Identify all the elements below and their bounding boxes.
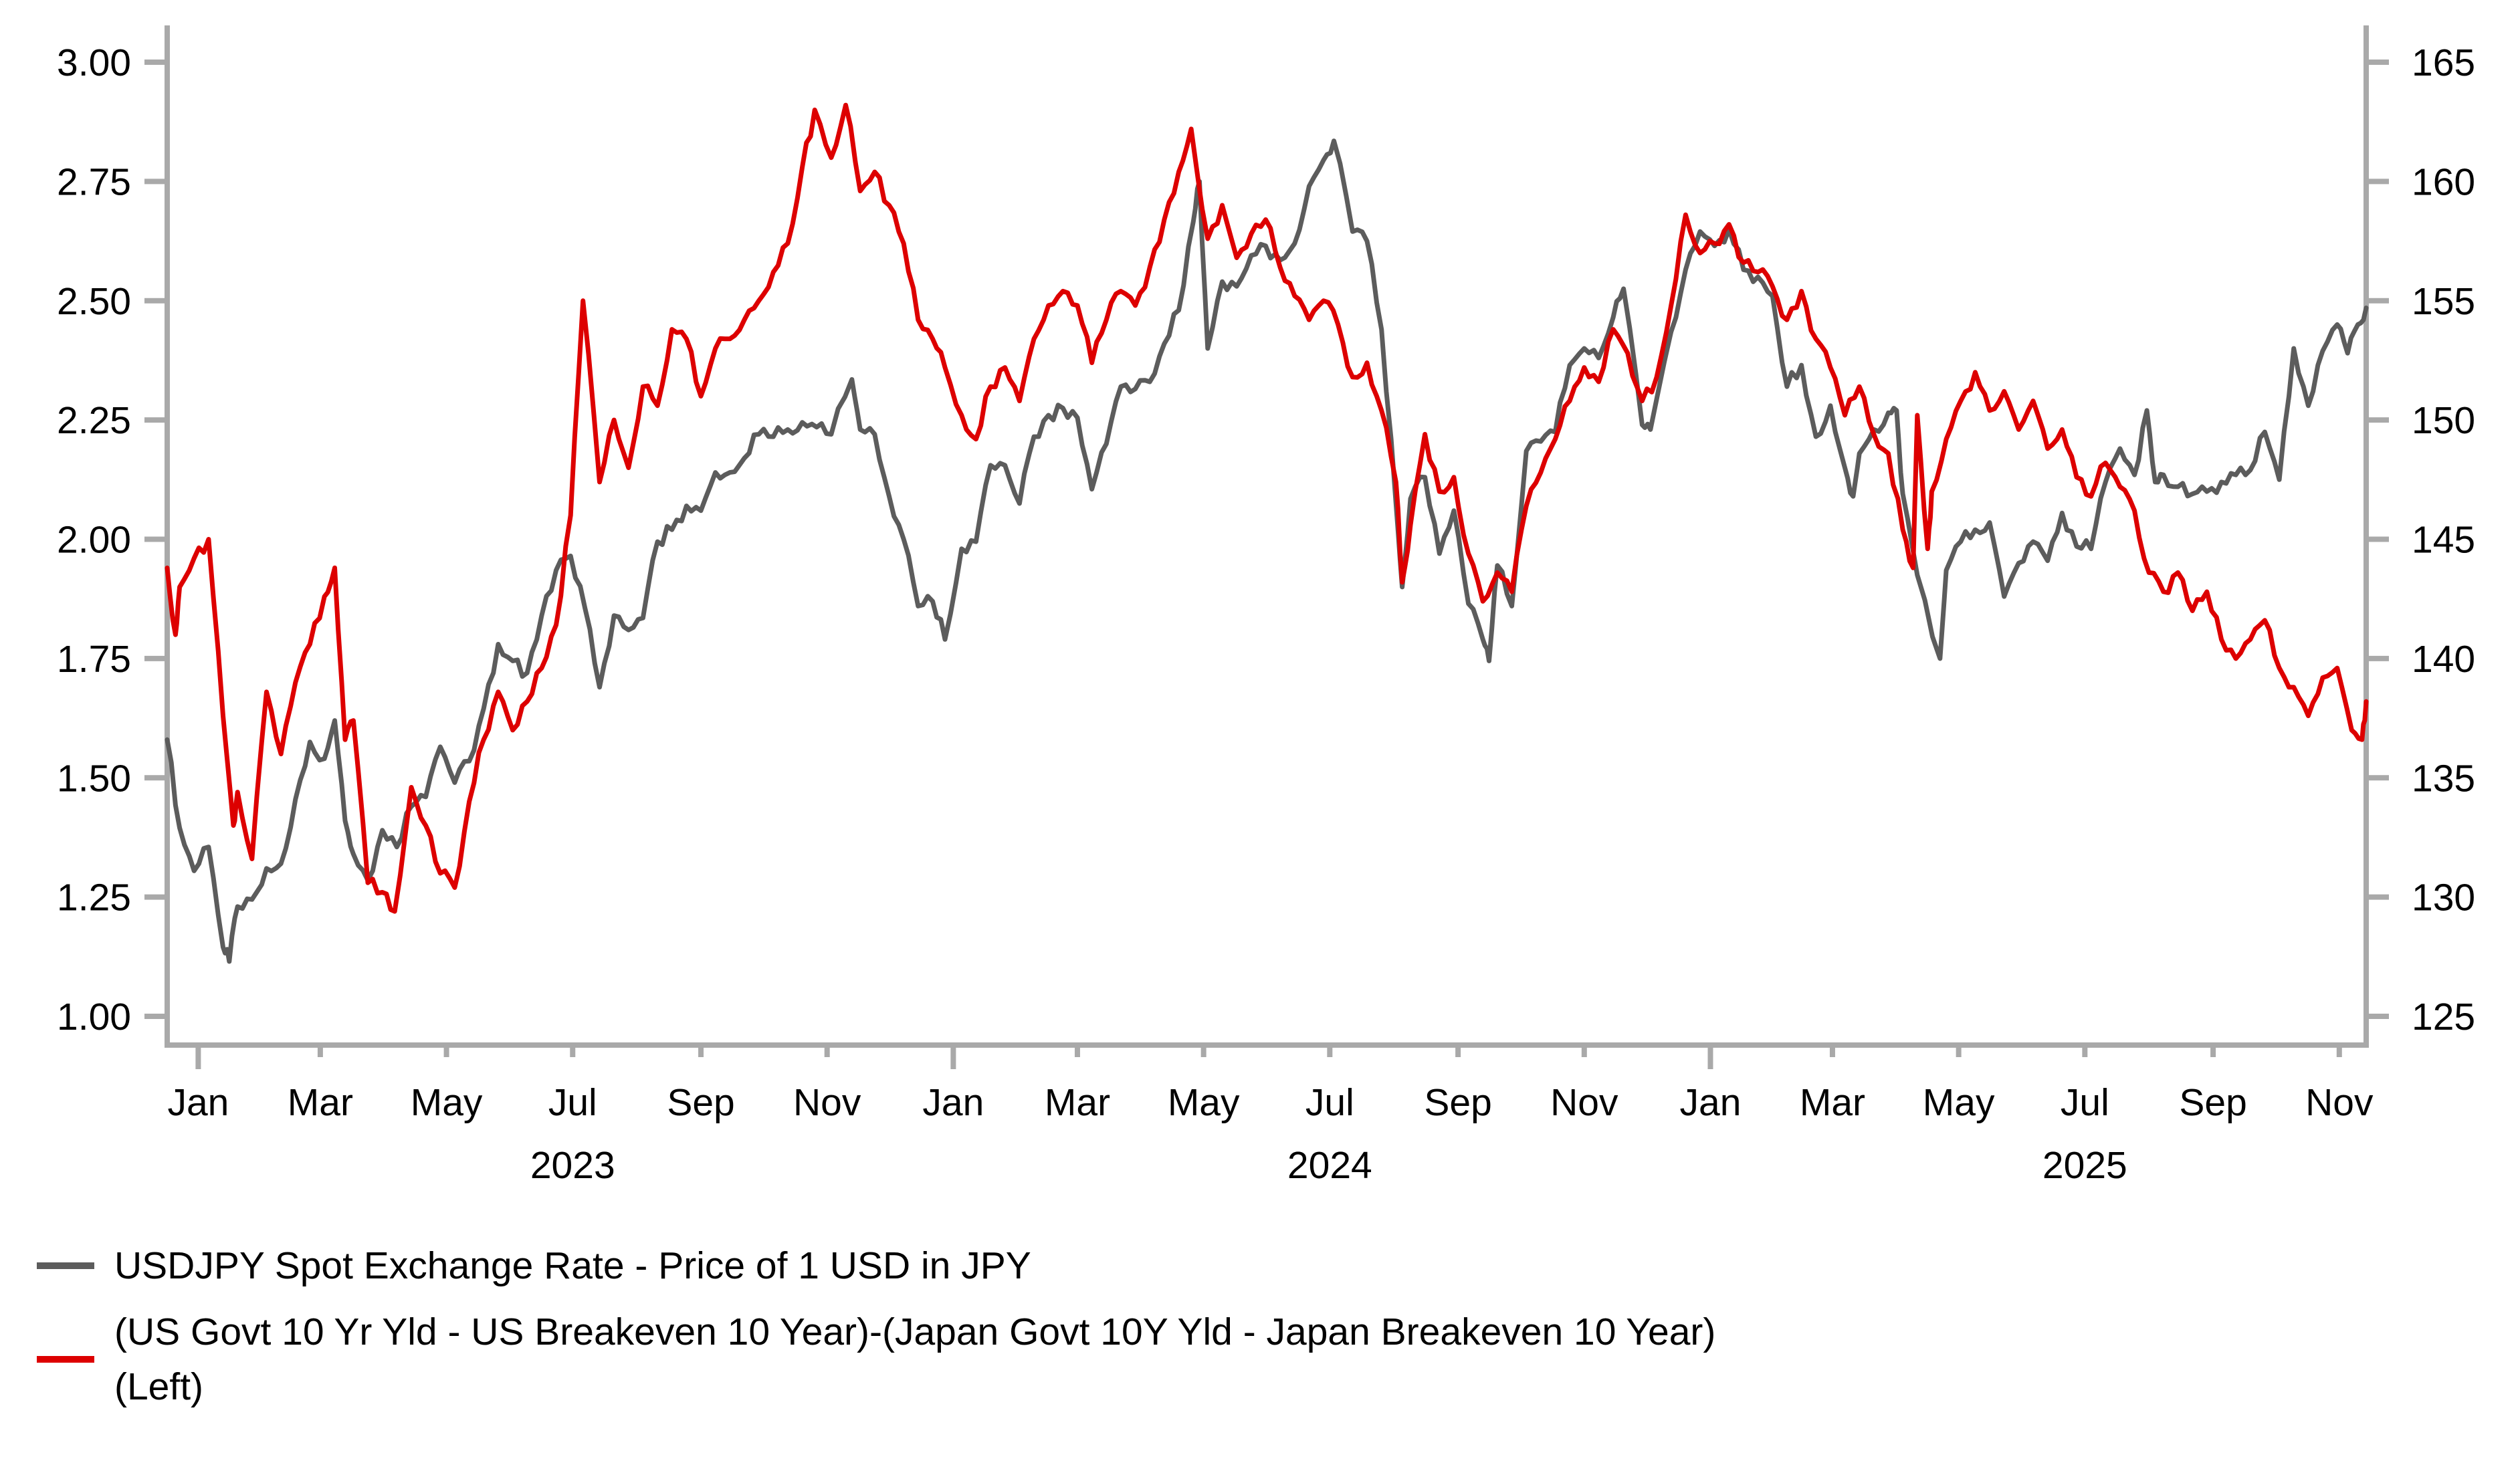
series-lines (165, 102, 2369, 964)
legend-item-usdjpy: USDJPY Spot Exchange Rate - Price of 1 U… (37, 1246, 1031, 1286)
y-axis-left-tick-label: 1.00 (57, 996, 131, 1038)
x-axis-month-label: Jan (1680, 1081, 1742, 1124)
legend-item-differential: (US Govt 10 Yr Yld - US Breakeven 10 Yea… (37, 1305, 1715, 1414)
y-axis-right-tick-label: 165 (2412, 41, 2475, 84)
x-axis-tick-labels: Jan Mar May Jul Sep Nov Jan Mar May Jul Sep Nov Jan M… (167, 1081, 2374, 1187)
x-axis-month-label: Sep (667, 1081, 734, 1124)
usdjpy-line-swatch (37, 1262, 94, 1269)
x-axis-month-label: Sep (2179, 1081, 2246, 1124)
y-axis-left-tick-label: 1.25 (57, 877, 131, 919)
x-axis-month-label: Nov (1550, 1081, 1618, 1124)
legend-label-differential-line1: (US Govt 10 Yr Yld - US Breakeven 10 Yea… (114, 1311, 1716, 1353)
x-axis-month-label: Nov (793, 1081, 861, 1124)
y-axis-left-tick-label: 3.00 (57, 41, 131, 84)
x-axis-month-label: Jul (1305, 1081, 1354, 1124)
y-axis-left-tick-label: 2.00 (57, 519, 131, 562)
x-axis-month-label: May (411, 1081, 483, 1124)
legend-label-usdjpy: USDJPY Spot Exchange Rate - Price of 1 U… (114, 1244, 1031, 1287)
y-axis-right-tick-label: 135 (2412, 757, 2475, 800)
x-axis-month-label: Sep (1424, 1081, 1491, 1124)
x-axis-year-label: 2024 (1287, 1144, 1372, 1187)
rate-differential-line (165, 102, 2369, 914)
x-axis-year-label: 2023 (530, 1144, 615, 1187)
y-axis-left-tick-label: 1.75 (57, 638, 131, 681)
axes (144, 25, 2389, 1069)
legend-label-differential-line2: (Left) (114, 1365, 204, 1408)
x-axis-month-label: Mar (288, 1081, 353, 1124)
x-axis-month-label: May (1168, 1081, 1240, 1124)
y-axis-left-tick-label: 1.50 (57, 757, 131, 800)
y-axis-right-tick-label: 155 (2412, 280, 2475, 323)
y-axis-right-tick-label: 125 (2412, 996, 2475, 1038)
y-axis-left-tick-labels: 3.00 2.75 2.50 2.25 2.00 1.75 1.50 1.25 1.00 (57, 41, 131, 1038)
y-axis-right-tick-label: 140 (2412, 638, 2475, 681)
y-axis-right-tick-labels: 165 160 155 150 145 140 135 130 125 (2412, 41, 2475, 1038)
y-axis-right-tick-label: 145 (2412, 519, 2475, 562)
fx-vs-real-yield-differential-chart: 3.00 2.75 2.50 2.25 2.00 1.75 1.50 1.25 1.00 165… (57, 25, 2475, 1187)
x-axis-month-label: Jan (167, 1081, 229, 1124)
y-axis-right-tick-label: 130 (2412, 877, 2475, 919)
x-axis-month-label: Mar (1045, 1081, 1110, 1124)
y-axis-left-tick-label: 2.75 (57, 160, 131, 203)
x-axis-month-label: May (1923, 1081, 1995, 1124)
x-axis-month-label: Jul (548, 1081, 597, 1124)
legend-label-differential: (US Govt 10 Yr Yld - US Breakeven 10 Yea… (114, 1305, 1715, 1414)
x-axis-month-label: Jan (922, 1081, 984, 1124)
usdjpy-line (165, 138, 2369, 964)
x-axis-year-label: 2025 (2042, 1144, 2127, 1187)
y-axis-right-tick-label: 160 (2412, 160, 2475, 203)
x-axis-month-label: Nov (2305, 1081, 2374, 1124)
x-axis-month-label: Jul (2061, 1081, 2109, 1124)
y-axis-left-tick-label: 2.50 (57, 280, 131, 323)
differential-line-swatch (37, 1356, 94, 1363)
y-axis-right-tick-label: 150 (2412, 399, 2475, 442)
y-axis-left-tick-label: 2.25 (57, 399, 131, 442)
x-axis-month-label: Mar (1800, 1081, 1865, 1124)
